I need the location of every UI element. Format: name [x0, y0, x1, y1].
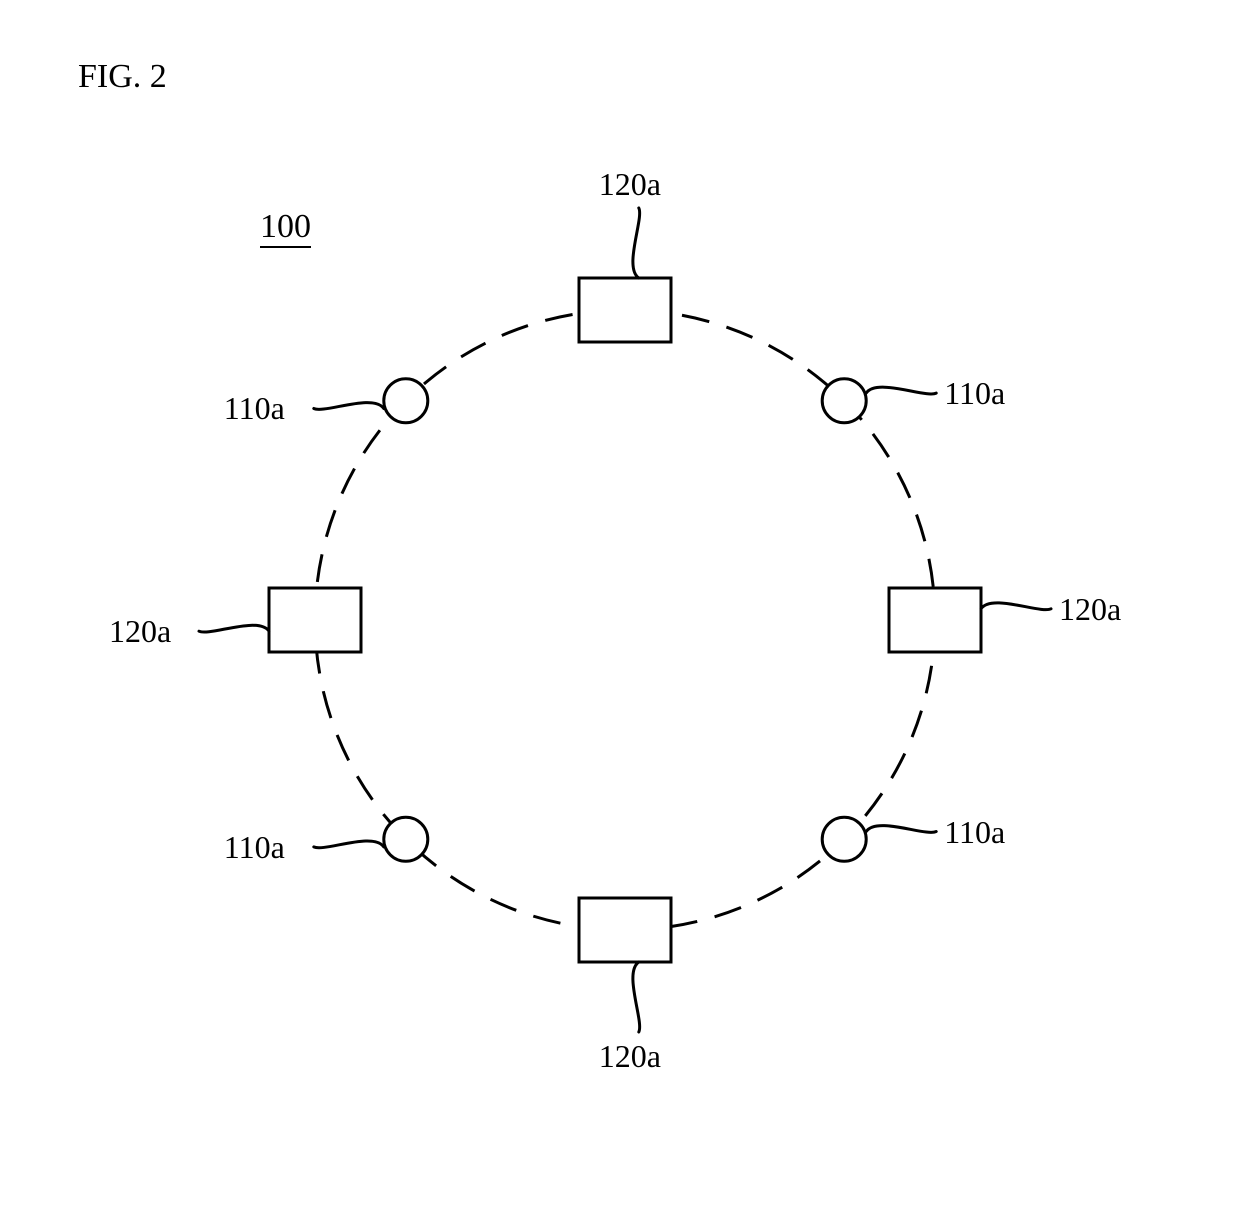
circ-br-ref: 110a — [944, 816, 1005, 848]
rect-left — [269, 588, 361, 652]
circ-tl-ref: 110a — [224, 392, 285, 424]
circ-br — [822, 817, 866, 861]
rect-top — [579, 278, 671, 342]
rect-right-leader — [981, 603, 1051, 610]
circ-bl-leader — [314, 841, 384, 848]
circ-tr-ref: 110a — [944, 377, 1005, 409]
circ-tl-leader — [314, 403, 384, 410]
circ-bl — [384, 817, 428, 861]
figure-title: FIG. 2 — [78, 60, 167, 94]
figure-stage: FIG. 2 100 120a 110a 120a 110a 120a 110a 120a 1… — [0, 0, 1240, 1207]
rect-bottom-leader — [633, 962, 640, 1032]
rect-left-leader — [199, 625, 269, 632]
rect-top-leader — [633, 208, 640, 278]
circ-bl-ref: 110a — [224, 831, 285, 863]
circ-tr-leader — [866, 387, 936, 394]
rect-bottom — [579, 898, 671, 962]
circ-tr — [822, 379, 866, 423]
rect-left-ref: 120a — [109, 615, 171, 647]
rect-top-ref: 120a — [599, 168, 661, 200]
rect-bottom-ref: 120a — [599, 1040, 661, 1072]
rect-right — [889, 588, 981, 652]
assembly-ref: 100 — [260, 210, 311, 248]
rect-right-ref: 120a — [1059, 593, 1121, 625]
circ-br-leader — [866, 826, 936, 833]
circ-tl — [384, 379, 428, 423]
